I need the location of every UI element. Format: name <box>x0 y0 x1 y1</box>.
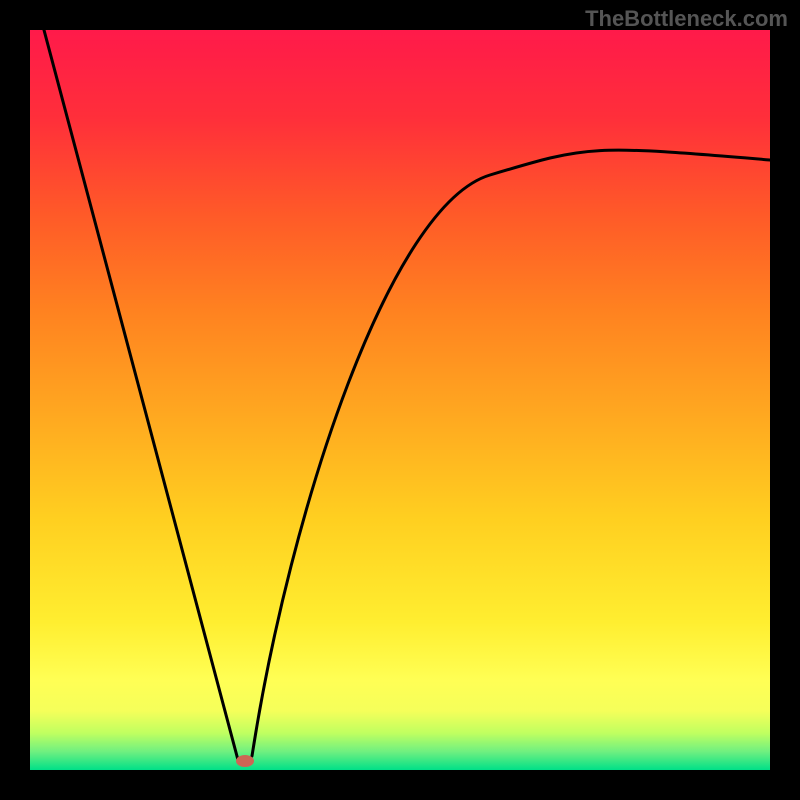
plot-area <box>30 30 770 770</box>
minimum-marker <box>236 755 254 767</box>
watermark-text: TheBottleneck.com <box>585 6 788 32</box>
chart-container: TheBottleneck.com <box>0 0 800 800</box>
